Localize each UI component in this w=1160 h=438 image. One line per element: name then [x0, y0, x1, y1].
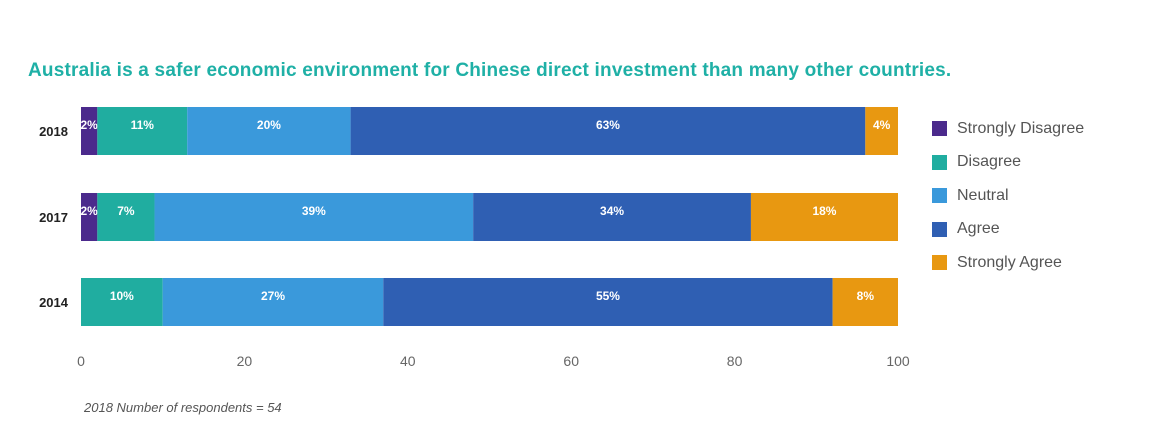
x-tick-label: 0: [77, 353, 85, 369]
data-label: 18%: [812, 204, 836, 218]
legend-item: Agree: [932, 213, 1084, 247]
legend-swatch: [932, 154, 947, 170]
bar-segment: [81, 278, 163, 326]
data-label: 4%: [873, 118, 891, 132]
chart-title: Australia is a safer economic environmen…: [28, 60, 952, 81]
data-label: 11%: [131, 118, 155, 132]
bar-segment: [473, 193, 751, 241]
legend-swatch: [932, 121, 947, 137]
bar-segment: [81, 193, 98, 241]
bar-segment: [97, 107, 188, 155]
data-label: 8%: [857, 289, 875, 303]
legend-label: Strongly Disagree: [957, 119, 1085, 137]
data-label: 63%: [596, 118, 620, 132]
bar-segment: [81, 107, 98, 155]
legend-label: Agree: [957, 220, 1000, 238]
x-tick-label: 80: [727, 353, 743, 369]
bar-segment: [832, 278, 898, 326]
bar-segment: [750, 193, 898, 241]
bar-segment: [162, 278, 384, 326]
legend-item: Strongly Disagree: [932, 112, 1084, 146]
legend-swatch: [932, 221, 947, 237]
data-label: 7%: [117, 204, 135, 218]
footnote: 2018 Number of respondents = 54: [84, 400, 282, 415]
legend-swatch: [932, 188, 947, 204]
data-label: 34%: [600, 204, 624, 218]
x-tick-label: 20: [237, 353, 253, 369]
data-label: 39%: [302, 204, 326, 218]
legend-item: Strongly Agree: [932, 246, 1084, 280]
chart-legend: Strongly Disagree Disagree Neutral Agree Str…: [932, 112, 1084, 280]
bar-segment: [383, 278, 833, 326]
bar-segment: [187, 107, 351, 155]
legend-label: Disagree: [957, 153, 1022, 171]
data-label: 10%: [110, 289, 134, 303]
legend-label: Neutral: [957, 186, 1009, 204]
legend-swatch: [932, 255, 947, 271]
legend-item: Neutral: [932, 179, 1084, 213]
bar-segment: [97, 193, 155, 241]
x-tick-label: 100: [886, 353, 910, 369]
bar-segment: [350, 107, 866, 155]
x-tick-label: 60: [563, 353, 579, 369]
bar-segment: [154, 193, 474, 241]
legend-label: Strongly Agree: [957, 253, 1062, 271]
category-label: 2014: [39, 295, 69, 310]
data-label: 20%: [257, 118, 281, 132]
data-label: 55%: [596, 289, 620, 303]
data-label: 2%: [80, 118, 98, 132]
data-label: 2%: [80, 204, 98, 218]
x-tick-label: 40: [400, 353, 416, 369]
data-label: 27%: [261, 289, 285, 303]
bar-segment: [865, 107, 898, 155]
legend-item: Disagree: [932, 146, 1084, 180]
category-label: 2018: [39, 124, 68, 139]
category-label: 2017: [39, 210, 68, 225]
